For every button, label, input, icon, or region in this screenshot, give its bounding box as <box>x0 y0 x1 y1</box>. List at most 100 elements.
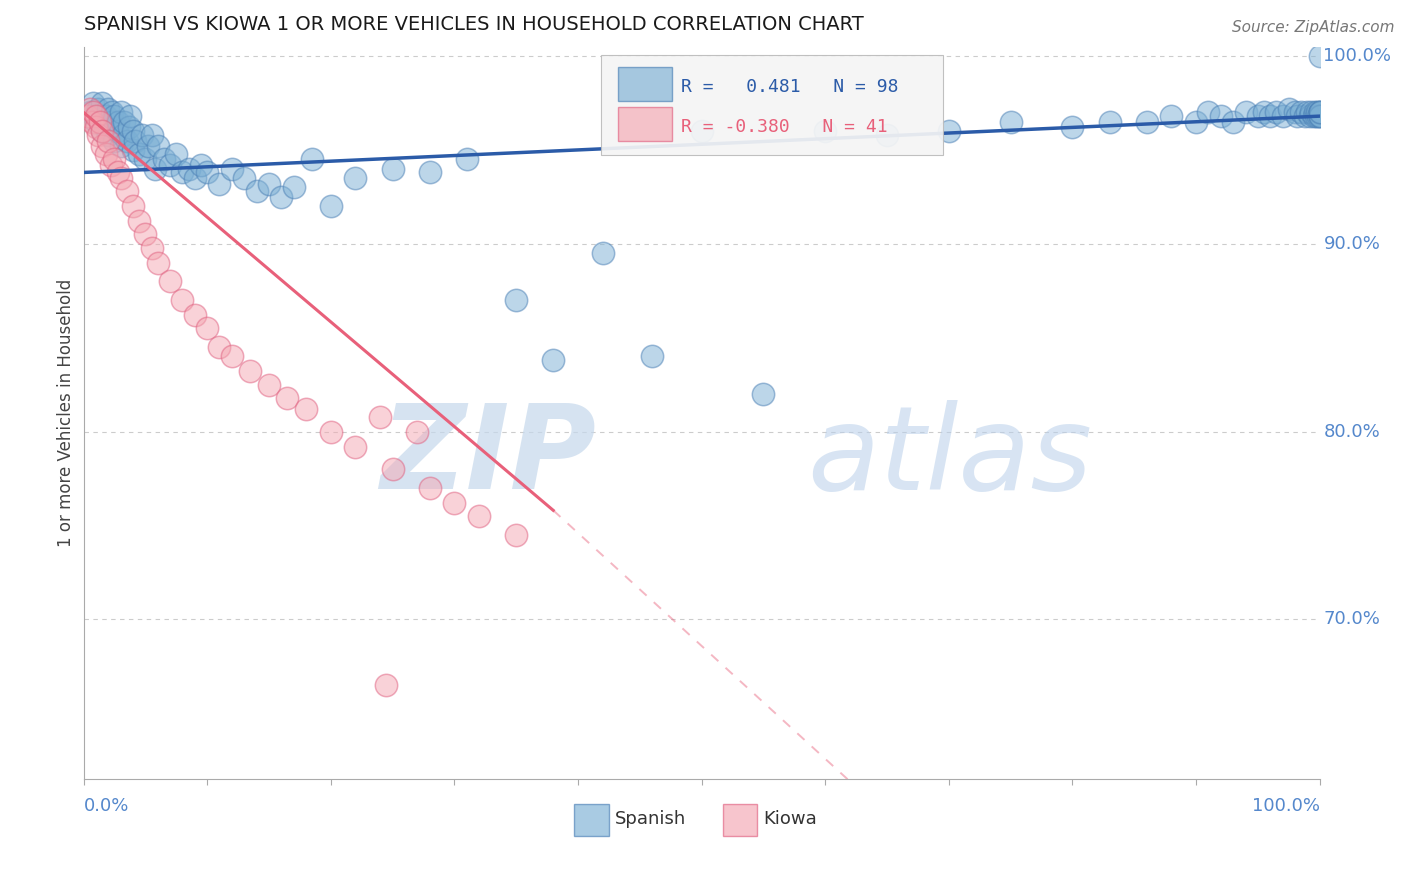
Point <box>221 350 243 364</box>
Point <box>505 293 527 307</box>
Point <box>172 293 194 307</box>
Point <box>195 321 218 335</box>
Point <box>1265 105 1288 120</box>
Point <box>443 496 465 510</box>
Point <box>79 102 101 116</box>
Point <box>1309 109 1331 123</box>
Point <box>1299 105 1322 120</box>
Point <box>245 184 267 198</box>
Point <box>91 95 114 110</box>
Point <box>1309 105 1331 120</box>
Text: Spanish: Spanish <box>614 810 686 828</box>
Point <box>381 462 404 476</box>
Point <box>1309 109 1331 123</box>
Point <box>100 158 122 172</box>
Point <box>1136 115 1159 129</box>
Text: 100.0%: 100.0% <box>1323 47 1392 65</box>
Point <box>87 128 110 142</box>
Point <box>344 171 367 186</box>
Point <box>1185 115 1208 129</box>
Point <box>190 158 212 172</box>
Point <box>239 364 262 378</box>
Point <box>295 402 318 417</box>
Text: Kiowa: Kiowa <box>763 810 817 828</box>
Point <box>283 180 305 194</box>
FancyBboxPatch shape <box>602 55 942 155</box>
Point <box>184 171 207 186</box>
Point <box>84 120 107 135</box>
Point <box>543 353 565 368</box>
Point <box>120 109 142 123</box>
Point <box>79 105 101 120</box>
Point <box>1000 115 1022 129</box>
Point <box>89 109 111 123</box>
Point <box>110 139 132 153</box>
Point <box>1222 115 1244 129</box>
Point <box>1306 105 1329 120</box>
Point <box>134 227 156 242</box>
Point <box>107 115 129 129</box>
Text: ZIP: ZIP <box>381 400 596 514</box>
Point <box>122 199 145 213</box>
Point <box>690 124 713 138</box>
Point <box>115 134 138 148</box>
Point <box>419 481 441 495</box>
Point <box>89 115 111 129</box>
Point <box>76 109 98 123</box>
Point <box>103 153 125 167</box>
Text: SPANISH VS KIOWA 1 OR MORE VEHICLES IN HOUSEHOLD CORRELATION CHART: SPANISH VS KIOWA 1 OR MORE VEHICLES IN H… <box>83 15 863 34</box>
Point <box>257 377 280 392</box>
Point <box>115 184 138 198</box>
Point <box>177 161 200 176</box>
Point <box>1160 109 1182 123</box>
Point <box>94 109 117 123</box>
Text: 0.0%: 0.0% <box>83 797 129 815</box>
Point <box>233 171 256 186</box>
Text: 90.0%: 90.0% <box>1323 235 1381 252</box>
Point <box>1258 109 1281 123</box>
Point <box>84 109 107 123</box>
Point <box>208 340 231 354</box>
Point <box>1302 109 1324 123</box>
Point <box>221 161 243 176</box>
Point <box>195 165 218 179</box>
Point <box>1303 105 1326 120</box>
Point <box>84 115 107 129</box>
Point <box>468 508 491 523</box>
Point <box>752 387 775 401</box>
Point <box>97 102 120 116</box>
Point <box>1062 120 1084 135</box>
Point <box>124 134 146 148</box>
Point <box>1098 115 1121 129</box>
Point <box>97 128 120 142</box>
Point <box>208 177 231 191</box>
Point <box>93 120 115 135</box>
Point <box>1253 105 1275 120</box>
Point <box>592 246 614 260</box>
Point <box>276 391 298 405</box>
Point <box>165 146 187 161</box>
Point <box>1294 109 1316 123</box>
FancyBboxPatch shape <box>617 67 672 101</box>
Point <box>143 161 166 176</box>
Point <box>505 528 527 542</box>
Point <box>82 105 104 120</box>
Point <box>122 124 145 138</box>
Point <box>82 95 104 110</box>
Point <box>375 678 398 692</box>
Point <box>112 115 135 129</box>
Point <box>131 128 153 142</box>
Point <box>1247 109 1270 123</box>
Point <box>641 350 664 364</box>
Point <box>141 128 163 142</box>
Point <box>110 171 132 186</box>
Point <box>1309 49 1331 63</box>
Point <box>1209 109 1232 123</box>
Point <box>1271 109 1294 123</box>
Point <box>112 128 135 142</box>
FancyBboxPatch shape <box>617 107 672 141</box>
Point <box>82 115 104 129</box>
Point <box>1278 102 1301 116</box>
Point <box>344 440 367 454</box>
Point <box>1309 105 1331 120</box>
